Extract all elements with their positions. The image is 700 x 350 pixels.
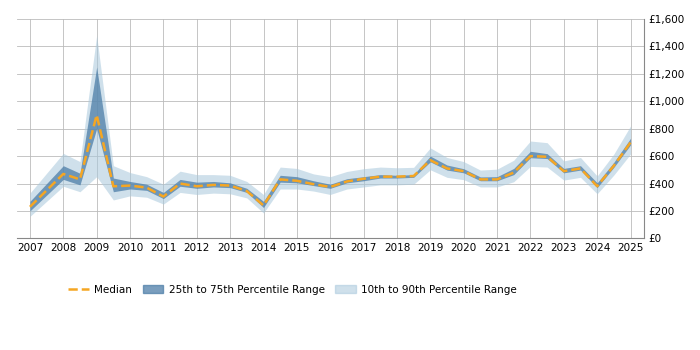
Legend: Median, 25th to 75th Percentile Range, 10th to 90th Percentile Range: Median, 25th to 75th Percentile Range, 1… — [64, 281, 521, 299]
